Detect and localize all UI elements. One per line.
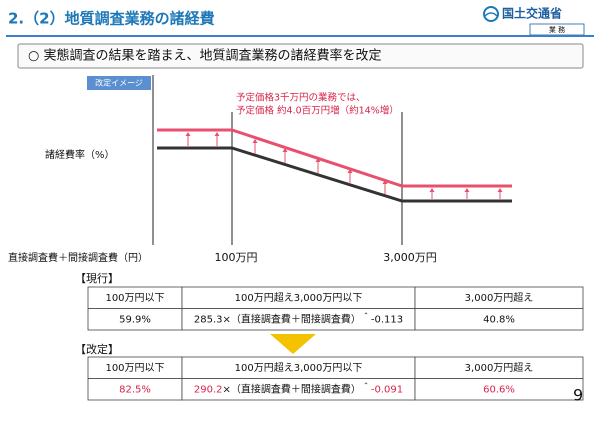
table-title: 【改定】 — [75, 342, 119, 356]
arrow-head — [214, 132, 220, 136]
arrow-head — [185, 132, 191, 136]
column-header: 100万円以下 — [105, 293, 164, 304]
table-title: 【現行】 — [75, 272, 119, 285]
coefficient: 285.3 — [194, 314, 223, 325]
page-number: 9 — [573, 386, 583, 405]
x-label: 直接調査費＋間接調査費（円） — [8, 251, 148, 264]
title: 2.（2）地質調査業務の諸経費 — [8, 10, 215, 28]
down-arrow — [270, 334, 316, 354]
badge-box — [87, 76, 151, 90]
annotation: 予定価格3千万円の業務では、 — [236, 92, 366, 104]
logo — [483, 6, 499, 22]
table: 100万円以下 100万円超え3,000万円以下 3,000万円超え 59.9% 40.… — [87, 286, 584, 331]
summary-box — [17, 43, 584, 69]
column-header: 100万円以下 — [105, 363, 164, 374]
y-label: 諸経費率（%） — [45, 148, 115, 161]
rate-low: 59.9% — [119, 314, 151, 325]
expression: ×（直接調査費＋間接調査費）＾ — [223, 381, 371, 395]
table-cell — [414, 308, 584, 331]
formula: 285.3×（直接調査費＋間接調査費）＾-0.113 — [194, 311, 403, 325]
column-header: 100万円超え3,000万円以下 — [235, 291, 363, 304]
organization: 国土交通省 — [502, 6, 562, 21]
arrow-head — [282, 148, 288, 152]
formula: 290.2×（直接調査費＋間接調査費）＾-0.091 — [194, 381, 403, 395]
logo-wave — [484, 12, 498, 17]
arrow-head — [497, 188, 503, 192]
column-header: 3,000万円超え — [465, 291, 534, 304]
arrow-head — [315, 158, 321, 162]
arrow-head — [382, 180, 388, 184]
arrow-head — [347, 169, 353, 173]
current-line — [157, 146, 512, 203]
arrows — [185, 132, 503, 199]
arrow-head — [429, 188, 435, 192]
exponent: -0.113 — [371, 314, 403, 325]
expression: ×（直接調査費＋間接調査費）＾ — [223, 311, 371, 325]
x-tick: 100万円 — [215, 251, 258, 264]
table: 100万円以下 100万円超え3,000万円以下 3,000万円超え 82.5% 60.… — [87, 356, 584, 401]
column-header: 3,000万円超え — [465, 361, 534, 374]
column-header: 100万円超え3,000万円以下 — [235, 361, 363, 374]
rate-high: 60.6% — [483, 384, 515, 395]
coefficient: 290.2 — [194, 384, 223, 395]
summary: ○ 実態調査の結果を踏まえ、地質調査業務の諸経費率を改定 — [28, 48, 381, 64]
x-tick: 3,000万円 — [383, 251, 437, 264]
arrow-head — [252, 139, 258, 143]
table-cell — [414, 378, 584, 401]
department: 業 務 — [549, 25, 565, 34]
arrow-head — [464, 188, 470, 192]
rate-low: 82.5% — [119, 384, 151, 395]
annotation: 予定価格 約4.0百万円増（約14%増） — [236, 105, 399, 117]
rate-high: 40.8% — [483, 314, 515, 325]
exponent: -0.091 — [371, 384, 403, 395]
badge: 改定イメージ — [95, 78, 143, 88]
revised-line — [157, 128, 512, 188]
